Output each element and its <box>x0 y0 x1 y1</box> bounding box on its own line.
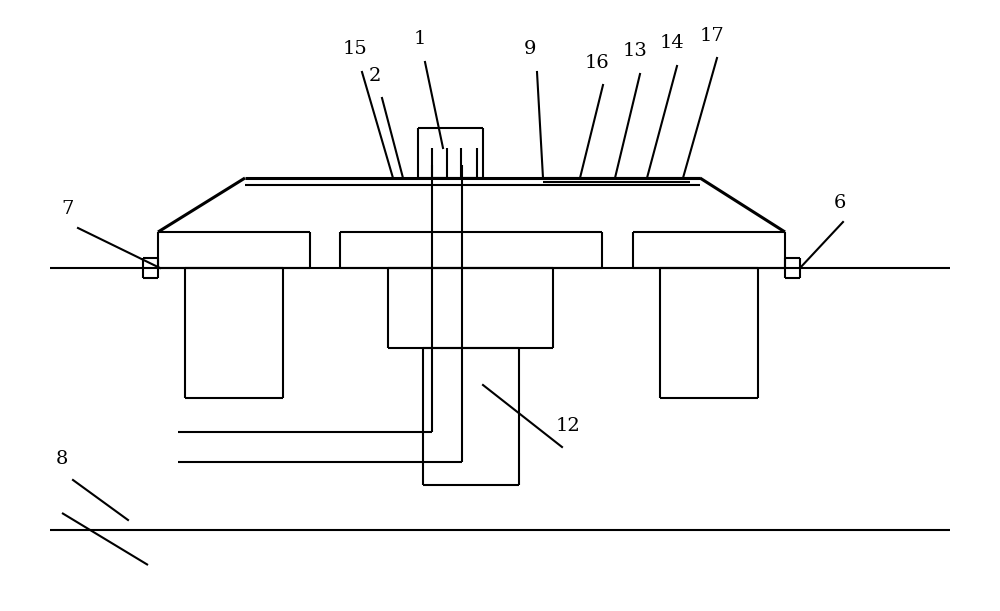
Text: 17: 17 <box>700 27 724 45</box>
Text: 15: 15 <box>343 40 367 58</box>
Text: 1: 1 <box>414 30 426 48</box>
Text: 14: 14 <box>660 34 684 52</box>
Text: 7: 7 <box>62 200 74 218</box>
Text: 6: 6 <box>834 194 846 212</box>
Text: 16: 16 <box>585 54 609 72</box>
Text: 2: 2 <box>369 67 381 85</box>
Text: 13: 13 <box>623 42 647 60</box>
Text: 12: 12 <box>556 417 580 435</box>
Text: 8: 8 <box>56 450 68 468</box>
Text: 9: 9 <box>524 40 536 58</box>
